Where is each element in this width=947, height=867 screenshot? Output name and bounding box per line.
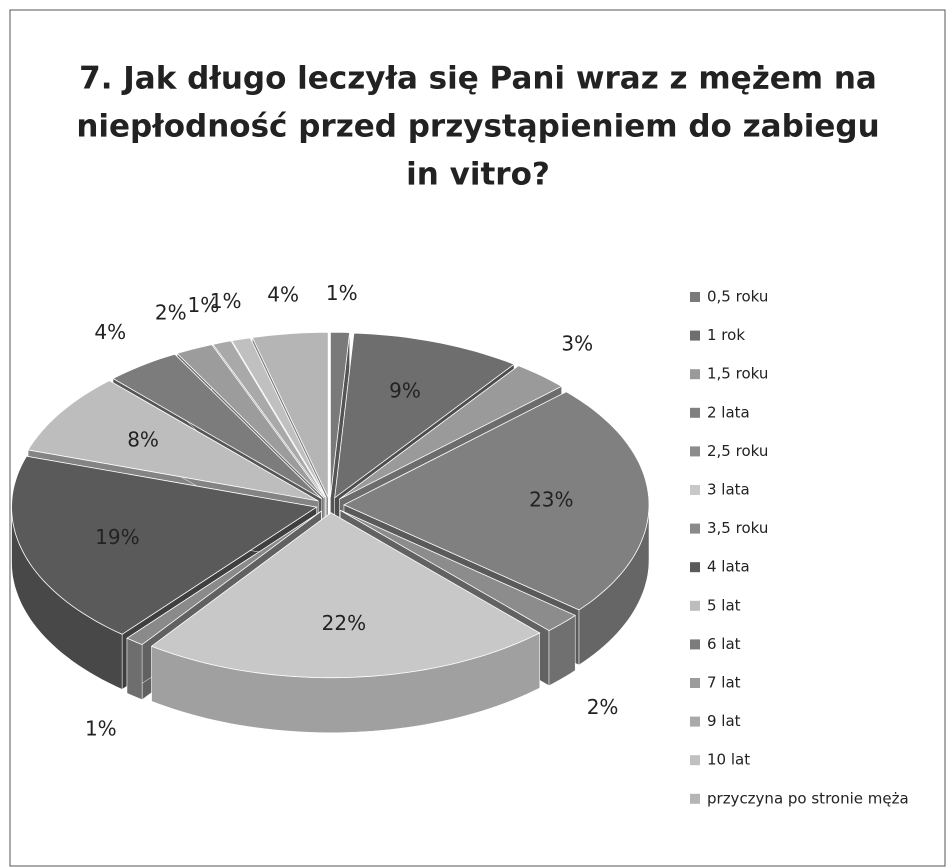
slice [334, 332, 515, 499]
slice [27, 380, 319, 502]
data-label: 23% [529, 488, 573, 512]
data-label: 1% [187, 293, 219, 317]
data-label: 19% [95, 525, 139, 549]
legend-label: 0,5 roku [707, 288, 768, 306]
slice [340, 509, 577, 632]
legend-swatch [690, 330, 700, 341]
data-label: 9% [389, 379, 421, 403]
legend-label: 10 lat [707, 751, 750, 769]
slice [231, 337, 327, 498]
legend-label: 3 lata [707, 481, 750, 499]
legend-label: 4 lata [707, 558, 750, 576]
slice-side [126, 637, 143, 700]
slice [251, 332, 329, 498]
legend-swatch [690, 793, 700, 804]
legend-swatch [690, 369, 700, 380]
chart-title: niepłodność przed przystąpieniem do zabi… [76, 109, 879, 145]
slice [126, 510, 322, 646]
legend-swatch [690, 639, 700, 650]
slice [339, 365, 563, 500]
legend-label: 2 lata [707, 403, 750, 421]
slice [150, 512, 541, 679]
data-label: 1% [326, 281, 358, 305]
slice [112, 353, 323, 500]
data-label: 1% [85, 716, 117, 740]
slice [330, 331, 351, 498]
data-label: 1% [210, 289, 242, 313]
legend-label: przyczyna po stronie męża [707, 789, 909, 807]
legend-swatch [690, 755, 700, 766]
legend-label: 6 lat [707, 635, 741, 653]
data-label: 8% [127, 427, 159, 451]
legend-label: 1,5 roku [707, 365, 768, 383]
slice [176, 344, 325, 499]
legend-swatch [690, 292, 700, 302]
legend-label: 9 lat [707, 712, 741, 730]
legend-swatch [690, 446, 700, 457]
chart-title: in vitro? [406, 157, 550, 193]
data-label: 2% [155, 300, 187, 324]
data-label: 2% [587, 695, 619, 719]
legend-swatch [690, 562, 700, 573]
legend-swatch [690, 523, 700, 534]
legend-swatch [690, 678, 700, 688]
slice [212, 340, 326, 499]
legend-swatch [690, 716, 700, 727]
slice [343, 391, 650, 611]
legend-label: 2,5 roku [707, 442, 768, 460]
data-label: 4% [267, 283, 299, 307]
legend-label: 7 lat [707, 674, 741, 692]
legend-swatch [690, 407, 700, 418]
data-label: 22% [322, 611, 366, 635]
pie-slice [150, 512, 541, 733]
chart-title: 7. Jak długo leczyła się Pani wraz z męż… [79, 61, 877, 97]
legend-label: 3,5 roku [707, 519, 768, 537]
legend-label: 1 rok [707, 326, 745, 344]
legend-label: 5 lat [707, 596, 741, 614]
legend-swatch [690, 485, 700, 495]
slice [11, 455, 318, 635]
data-label: 3% [561, 332, 593, 356]
data-label: 4% [94, 320, 126, 344]
legend-swatch [690, 600, 700, 611]
